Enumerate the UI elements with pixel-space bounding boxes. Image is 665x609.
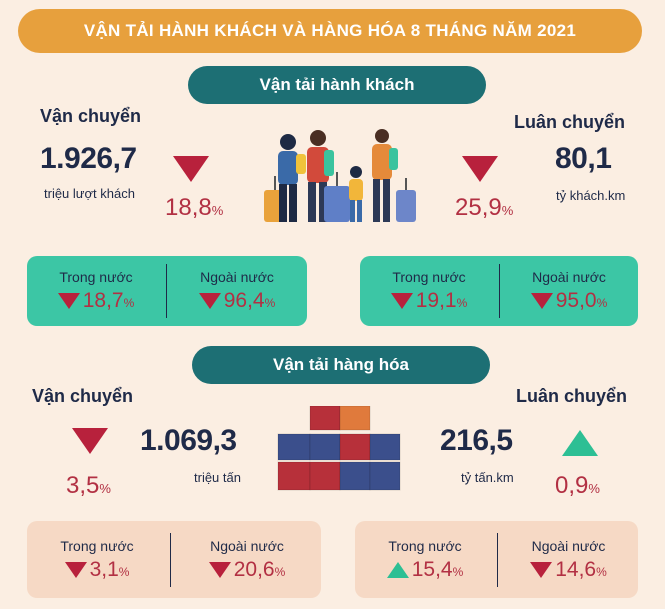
international-value: 96,4% bbox=[198, 289, 275, 313]
domestic-value: 15,4% bbox=[386, 558, 463, 582]
freight-turnover-pct: 0,9% bbox=[555, 472, 600, 499]
divider bbox=[497, 533, 498, 587]
travelers-illustration-icon bbox=[264, 129, 416, 222]
domestic-label: Trong nước bbox=[60, 537, 134, 554]
freight-transport-international: Ngoài nước 20,6% bbox=[173, 521, 321, 598]
freight-turnover-unit: tỷ tấn.km bbox=[461, 470, 514, 485]
passenger-transport-domestic: Trong nước 18,7% bbox=[27, 256, 165, 326]
page-title: VẬN TẢI HÀNH KHÁCH VÀ HÀNG HÓA 8 THÁNG N… bbox=[18, 9, 642, 53]
freight-transport-value: 1.069,3 bbox=[140, 424, 237, 457]
down-arrow-icon bbox=[64, 561, 87, 578]
passenger-turnover-pct: 25,9% bbox=[455, 194, 514, 221]
freight-transport-label: Vận chuyển bbox=[32, 386, 134, 406]
international-value: 20,6% bbox=[208, 558, 285, 582]
freight-transport-breakdown-card: Trong nước 3,1% Ngoài nước 20,6% bbox=[27, 521, 321, 598]
freight-turnover-value: 216,5 bbox=[440, 424, 513, 457]
passenger-transport-international: Ngoài nước 96,4% bbox=[167, 256, 307, 326]
down-arrow-icon bbox=[390, 293, 413, 310]
shipping-containers-illustration-icon bbox=[277, 406, 401, 491]
freight-turnover-breakdown-card: Trong nước 15,4% Ngoài nước 14,6% bbox=[355, 521, 638, 598]
freight-turnover-international: Ngoài nước 14,6% bbox=[499, 521, 638, 598]
freight-section-title: Vận tải hàng hóa bbox=[192, 346, 490, 384]
international-value: 14,6% bbox=[530, 558, 607, 582]
freight-turnover-up-arrow-icon bbox=[562, 430, 598, 456]
international-label: Ngoài nước bbox=[531, 537, 606, 554]
international-value: 95,0% bbox=[530, 289, 607, 313]
freight-transport-domestic: Trong nước 3,1% bbox=[27, 521, 167, 598]
domestic-label: Trong nước bbox=[59, 269, 133, 285]
domestic-value: 3,1% bbox=[64, 558, 129, 582]
up-arrow-icon bbox=[386, 561, 409, 578]
international-label: Ngoài nước bbox=[200, 269, 274, 285]
international-label: Ngoài nước bbox=[210, 537, 284, 554]
domestic-label: Trong nước bbox=[388, 537, 462, 554]
freight-turnover-domestic: Trong nước 15,4% bbox=[355, 521, 495, 598]
passenger-transport-breakdown-card: Trong nước 18,7% Ngoài nước 96,4% bbox=[27, 256, 307, 326]
down-arrow-icon bbox=[57, 293, 80, 310]
down-arrow-icon bbox=[530, 293, 553, 310]
domestic-value: 19,1% bbox=[390, 289, 467, 313]
passenger-turnover-unit: tỷ khách.km bbox=[556, 188, 626, 203]
passenger-transport-pct: 18,8% bbox=[165, 194, 224, 221]
international-label: Ngoài nước bbox=[532, 269, 606, 285]
passenger-turnover-value: 80,1 bbox=[555, 142, 612, 175]
freight-transport-down-arrow-icon bbox=[72, 428, 108, 454]
domestic-value: 18,7% bbox=[57, 289, 134, 313]
passenger-transport-value: 1.926,7 bbox=[40, 142, 137, 175]
down-arrow-icon bbox=[198, 293, 221, 310]
freight-turnover-label: Luân chuyển bbox=[516, 386, 628, 406]
divider bbox=[170, 533, 171, 587]
freight-transport-unit: triệu tấn bbox=[194, 470, 241, 485]
passenger-section-title: Vận tải hành khách bbox=[188, 66, 486, 104]
passenger-transport-down-arrow-icon bbox=[173, 156, 209, 182]
passenger-turnover-label: Luân chuyển bbox=[514, 112, 626, 132]
down-arrow-icon bbox=[208, 561, 231, 578]
passenger-transport-label: Vận chuyển bbox=[40, 106, 142, 126]
down-arrow-icon bbox=[530, 561, 553, 578]
passenger-turnover-domestic: Trong nước 19,1% bbox=[360, 256, 498, 326]
domestic-label: Trong nước bbox=[392, 269, 466, 285]
divider bbox=[166, 264, 167, 318]
divider bbox=[499, 264, 500, 318]
freight-transport-pct: 3,5% bbox=[66, 472, 111, 499]
passenger-turnover-breakdown-card: Trong nước 19,1% Ngoài nước 95,0% bbox=[360, 256, 638, 326]
passenger-transport-unit: triệu lượt khách bbox=[44, 186, 135, 201]
passenger-turnover-international: Ngoài nước 95,0% bbox=[500, 256, 638, 326]
passenger-turnover-down-arrow-icon bbox=[462, 156, 498, 182]
